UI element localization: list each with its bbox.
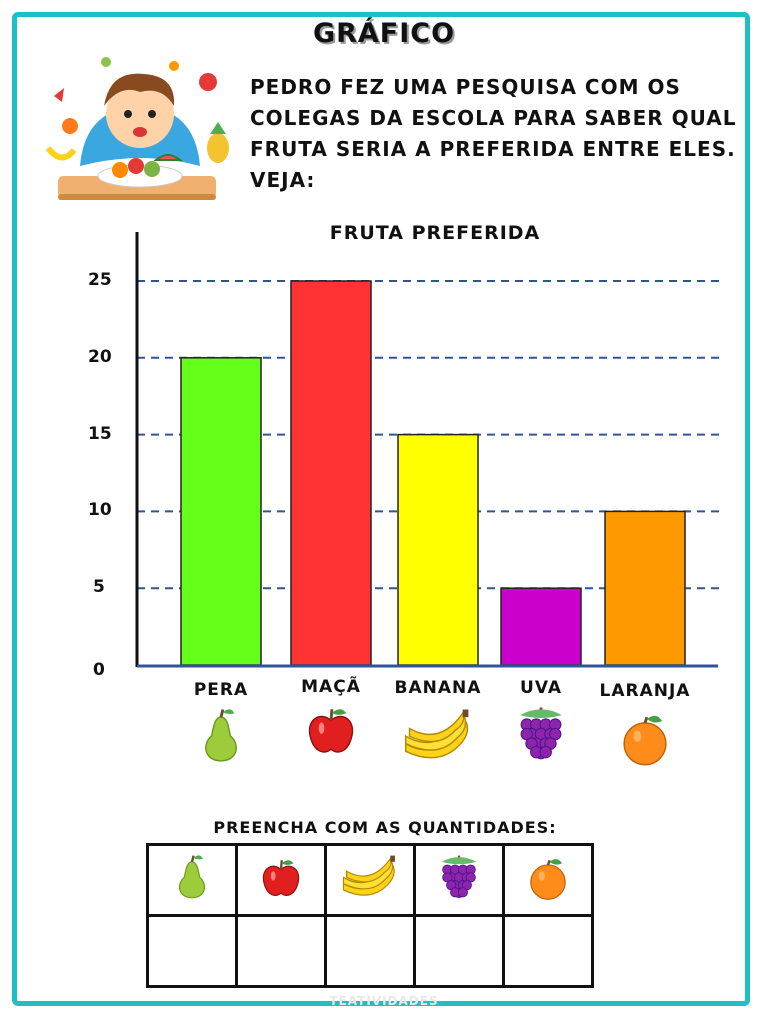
grape-icon <box>441 855 477 899</box>
banana-icon <box>404 709 469 759</box>
category-label-pera: PERA <box>193 680 249 700</box>
banana-icon <box>342 855 395 896</box>
fill-table-icon-cell <box>146 843 238 917</box>
orange-icon <box>530 859 566 900</box>
fill-table-answer-cell[interactable] <box>324 914 416 988</box>
y-tick-label: 5 <box>93 577 105 598</box>
intro-text: PEDRO FEZ UMA PESQUISA COM OS COLEGAS DA… <box>250 75 737 192</box>
category-label-laranja: LARANJA <box>599 681 691 701</box>
apple-icon <box>262 860 300 896</box>
fill-table-answer-cell[interactable] <box>146 914 238 988</box>
fill-table-answer-cell[interactable] <box>502 914 594 988</box>
y-tick-label: 0 <box>93 660 105 680</box>
bar-maçã <box>290 280 372 666</box>
orange-icon <box>623 715 667 766</box>
grape-icon <box>441 855 477 899</box>
fill-table-icon-row <box>146 843 594 917</box>
category-label-maçã: MAÇÃ <box>301 677 361 697</box>
fill-table-answer-row <box>146 914 594 988</box>
page-title: GRÁFICO <box>312 18 456 49</box>
fill-table-answer-cell[interactable] <box>235 914 327 988</box>
boy-eating-fruit-illustration <box>45 57 229 200</box>
bar-banana <box>397 433 479 666</box>
fill-table-answer-cell[interactable] <box>413 914 505 988</box>
y-tick-label: 25 <box>88 270 112 290</box>
fill-instruction: PREENCHA COM AS QUANTIDADES: <box>213 818 557 837</box>
orange-icon <box>530 859 566 900</box>
page-border <box>12 12 750 1006</box>
y-tick-label: 10 <box>88 500 112 521</box>
fill-table-icon-cell <box>502 843 594 917</box>
chart-title: FRUTA PREFERIDA <box>329 222 541 244</box>
fill-table-icon-cell <box>324 843 416 917</box>
fill-table <box>146 843 594 988</box>
bar-uva <box>500 587 582 666</box>
watermark: TEATIVIDADES <box>329 994 439 1008</box>
y-tick-label: 20 <box>88 346 112 367</box>
bar-laranja <box>604 510 686 666</box>
fill-table-icon-cell <box>235 843 327 917</box>
pear-icon <box>205 709 237 762</box>
category-label-uva: UVA <box>520 678 562 698</box>
category-label-banana: BANANA <box>394 678 482 698</box>
y-tick-label: 15 <box>88 423 112 444</box>
banana-icon <box>342 855 395 896</box>
apple-icon <box>308 709 354 753</box>
apple-icon <box>262 860 300 896</box>
grape-icon <box>520 707 562 760</box>
pear-icon <box>178 855 206 899</box>
bar-chart <box>135 232 720 766</box>
bar-pera <box>180 357 262 666</box>
pear-icon <box>178 855 206 899</box>
fill-table-icon-cell <box>413 843 505 917</box>
